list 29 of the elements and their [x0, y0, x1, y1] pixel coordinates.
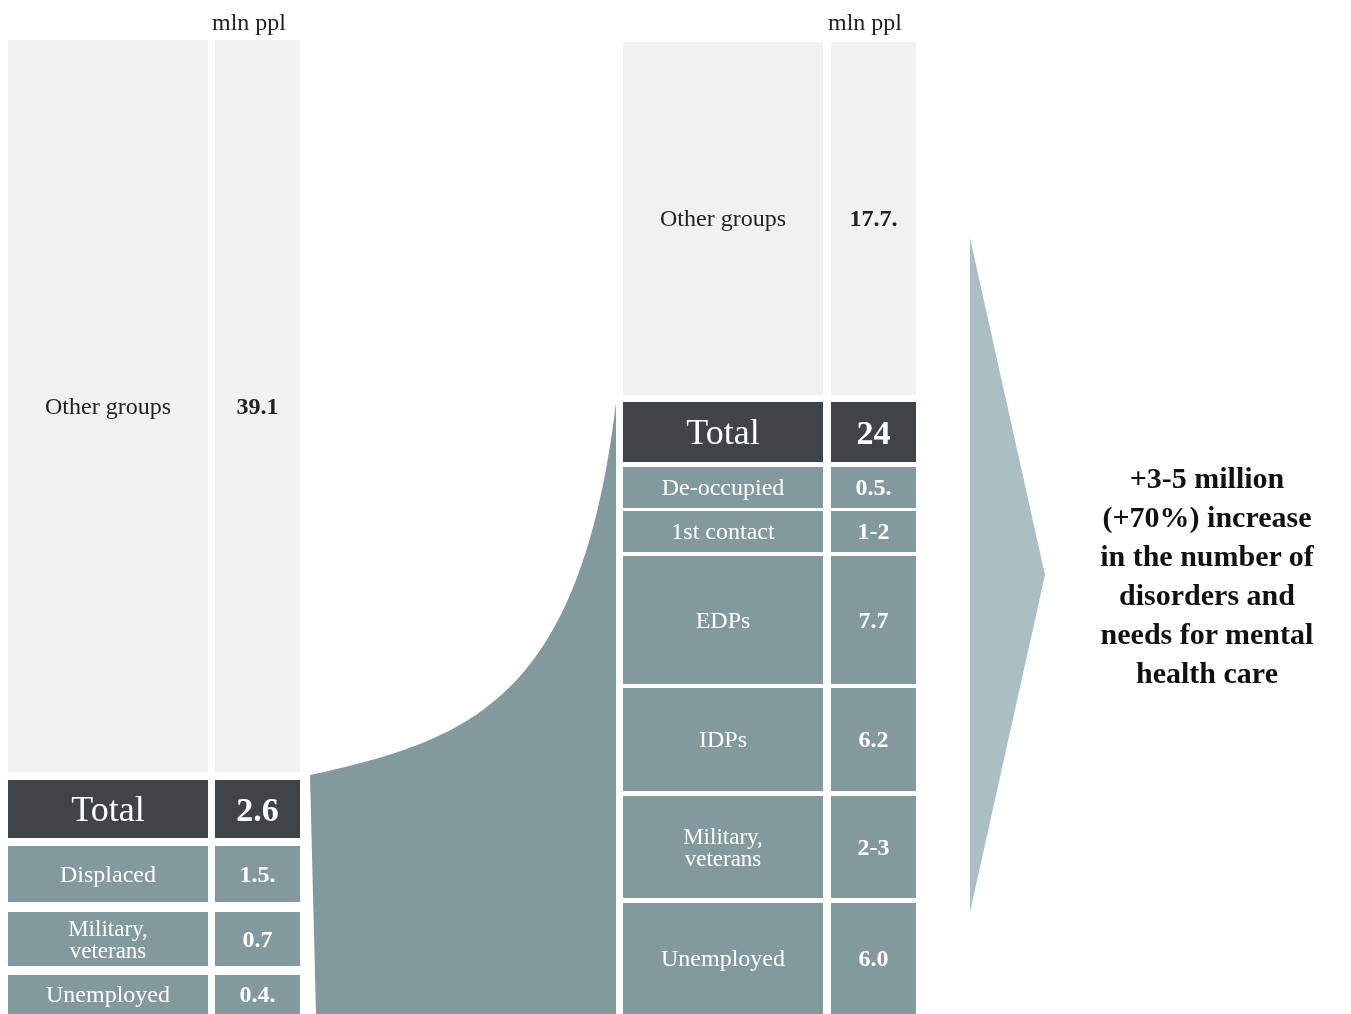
category-label: Other groups — [45, 392, 171, 419]
data-label: 6.0 — [858, 945, 889, 972]
data-label: 0.7 — [242, 925, 273, 952]
category-label: IDPs — [698, 726, 748, 753]
data-label: 0.4. — [239, 981, 276, 1008]
data-label: 2-3 — [857, 833, 890, 860]
data-label: 2.6 — [236, 790, 279, 828]
text: mln ppl — [827, 9, 903, 35]
text: +3-5 million (+70%) increase in the number of disorders and needs for mental health care — [1100, 460, 1315, 689]
data-label: 1-2 — [857, 518, 890, 545]
data-label: 0.5. — [855, 474, 892, 501]
data-label: 24 — [856, 413, 891, 451]
category-label: Total — [71, 788, 145, 829]
data-label: 7.7 — [858, 606, 889, 633]
category-label: Unemployed — [661, 945, 785, 972]
category-label: Military, veterans — [68, 915, 148, 963]
category-label: EDPs — [695, 606, 751, 633]
data-label: 1.5. — [239, 860, 276, 887]
category-label: 1st contact — [671, 518, 775, 545]
category-label: Other groups — [660, 205, 786, 232]
category-label: Unemployed — [46, 981, 170, 1008]
category-label: Military, veterans — [683, 823, 763, 871]
category-label: Total — [686, 411, 760, 452]
data-label: 17.7. — [849, 205, 898, 232]
category-label: Displaced — [60, 860, 156, 887]
data-label: 6.2 — [858, 726, 889, 753]
data-label: 39.1 — [236, 392, 279, 419]
category-label: De-occupied — [661, 474, 785, 501]
text: mln ppl — [211, 9, 287, 35]
